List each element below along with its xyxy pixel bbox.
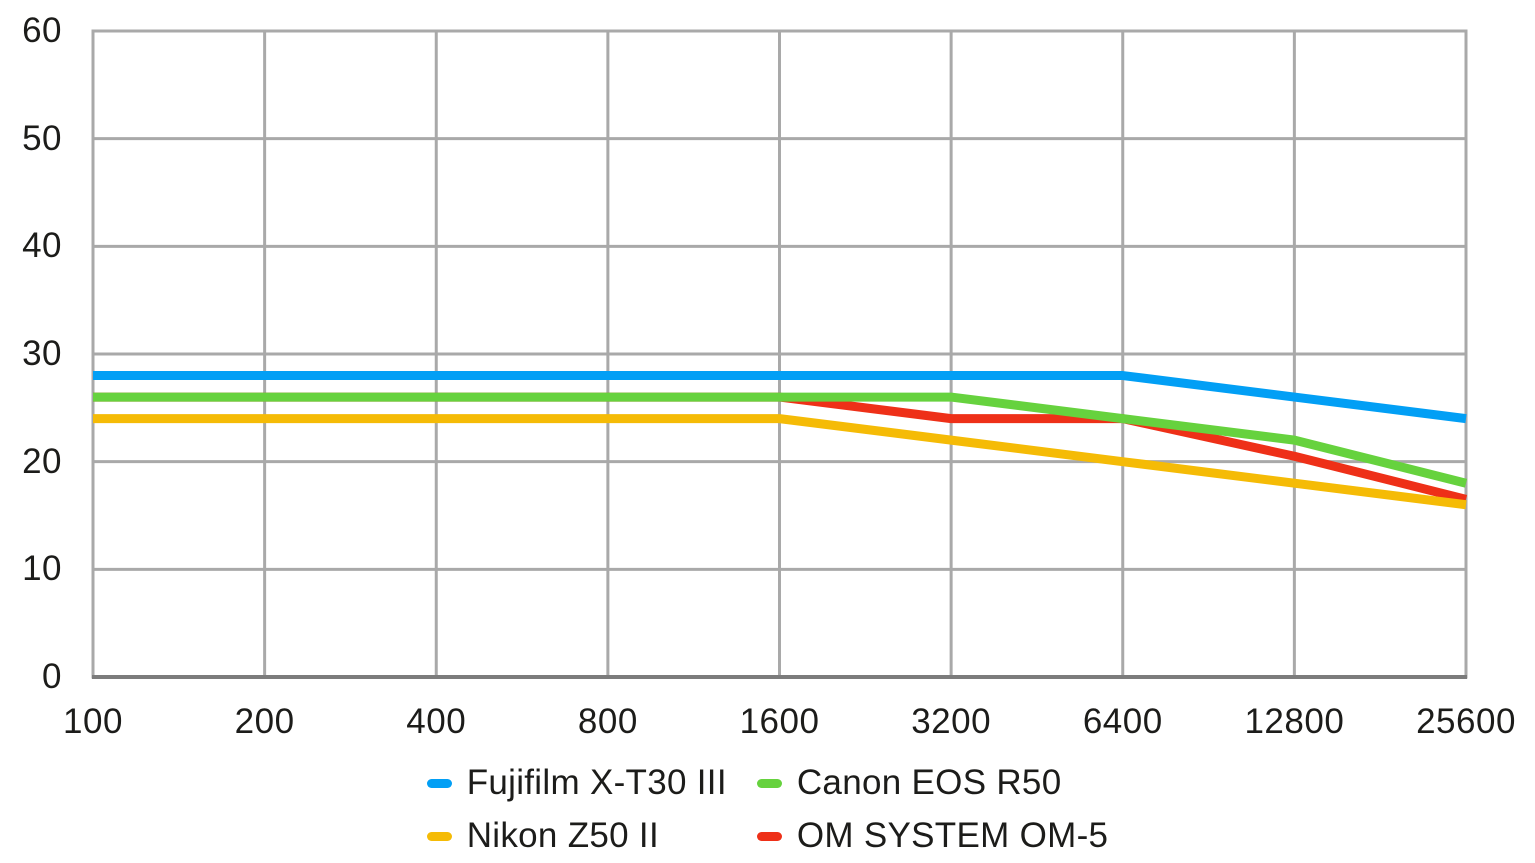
y-axis-tick-label: 30	[22, 334, 62, 373]
legend-item-nikon-z50-ii: Nikon Z50 II	[426, 814, 727, 858]
y-axis-tick-label: 50	[22, 118, 62, 158]
x-axis-tick-label: 1600	[739, 702, 820, 741]
legend-swatch-icon	[756, 831, 782, 841]
legend: Fujifilm X-T30 III Canon EOS R50 Nikon Z50…	[0, 761, 1535, 858]
y-axis-tick-label: 40	[22, 226, 62, 266]
series-line-canon-eos-r50	[93, 392, 1468, 488]
legend-label: Canon EOS R50	[796, 763, 1062, 802]
legend-label: Nikon Z50 II	[466, 816, 659, 855]
legend-item-fujifilm-x-t30-iii: Fujifilm X-T30 III	[426, 761, 727, 805]
x-axis-tick-label: 3200	[911, 702, 992, 741]
series-line-nikon-z50-ii	[93, 414, 1467, 510]
legend-label: OM SYSTEM OM-5	[796, 816, 1109, 855]
x-axis-tick-label: 100	[63, 702, 123, 741]
legend-item-canon-eos-r50: Canon EOS R50	[756, 761, 1108, 805]
x-axis-tick-label: 6400	[1082, 702, 1163, 741]
y-axis-tick-label: 60	[22, 11, 62, 50]
x-axis-tick-label: 400	[406, 702, 467, 741]
legend-swatch-icon	[426, 778, 452, 788]
y-axis-tick-label: 10	[22, 549, 62, 589]
x-axis-tick-label: 200	[234, 702, 295, 741]
legend-swatch-icon	[756, 778, 782, 788]
series-line-fujifilm-x-t30-iii	[93, 371, 1467, 424]
y-axis-tick-label: 20	[22, 441, 62, 481]
legend-item-om-system-om-5: OM SYSTEM OM-5	[756, 814, 1109, 858]
x-axis-tick-label: 12800	[1244, 702, 1345, 741]
y-axis-tick-label: 0	[42, 657, 62, 696]
x-axis-tick-label: 25600	[1416, 702, 1516, 741]
legend-swatch-icon	[426, 831, 452, 841]
gridlines	[93, 31, 1466, 677]
legend-label: Fujifilm X-T30 III	[466, 763, 727, 802]
x-axis-tick-label: 800	[577, 702, 638, 741]
